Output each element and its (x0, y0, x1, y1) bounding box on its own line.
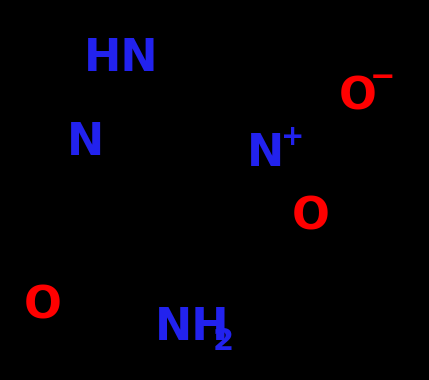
Text: O: O (339, 75, 377, 119)
Text: N: N (247, 132, 284, 176)
Text: HN: HN (84, 37, 158, 81)
Text: −: − (370, 63, 395, 92)
Text: N: N (66, 121, 104, 164)
Text: +: + (281, 123, 304, 151)
Text: NH: NH (154, 306, 229, 349)
Text: O: O (24, 284, 61, 328)
Text: O: O (292, 195, 329, 238)
Text: 2: 2 (212, 328, 233, 356)
